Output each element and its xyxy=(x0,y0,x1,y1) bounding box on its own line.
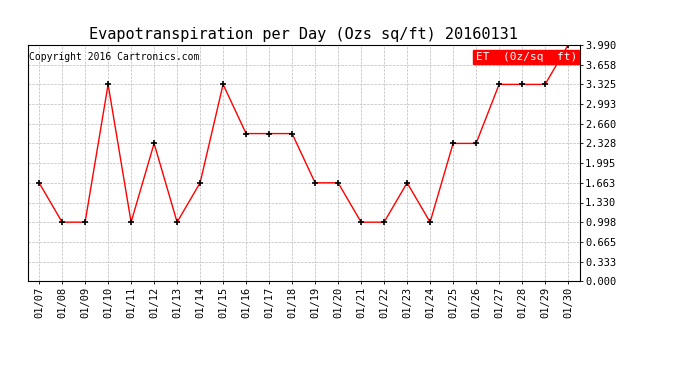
Text: ET  (0z/sq  ft): ET (0z/sq ft) xyxy=(475,52,577,62)
Title: Evapotranspiration per Day (Ozs sq/ft) 20160131: Evapotranspiration per Day (Ozs sq/ft) 2… xyxy=(89,27,518,42)
Text: Copyright 2016 Cartronics.com: Copyright 2016 Cartronics.com xyxy=(29,52,199,62)
